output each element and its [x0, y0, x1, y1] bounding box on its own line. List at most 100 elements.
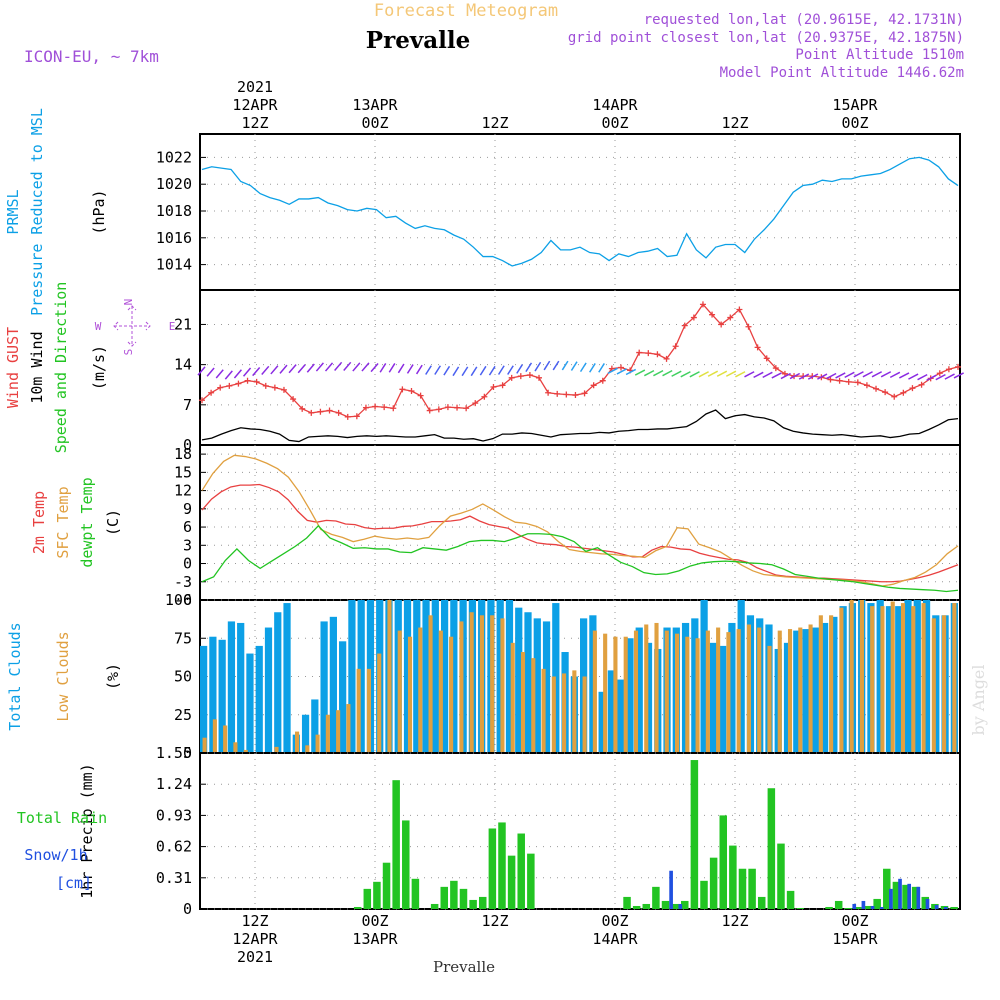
compass-east: E [169, 320, 176, 333]
precip-bar [478, 896, 487, 909]
temperature-frame [199, 444, 961, 601]
wind-direction-arrow [361, 362, 370, 372]
wind-gust-marker [699, 301, 706, 308]
precip-ytick-label: 1.24 [156, 775, 192, 793]
clouds-bar [808, 624, 813, 753]
clouds-bar [212, 719, 217, 753]
wind-gust-marker [490, 384, 497, 391]
clouds-bar [459, 621, 464, 753]
wind-series-1-line [201, 409, 959, 443]
clouds-bar [320, 621, 328, 753]
clouds-bar [428, 615, 433, 753]
clouds-bar [440, 600, 449, 753]
clouds-bar [820, 622, 829, 753]
precip-bar [729, 845, 737, 909]
clouds-bar [431, 600, 439, 753]
precip-bar [700, 880, 708, 909]
wind-direction-arrow [716, 370, 728, 377]
clouds-bar [227, 621, 236, 753]
temperature-axis-label: SFC Temp [54, 486, 72, 558]
clouds-bar [218, 639, 226, 753]
top-time-label: 2021 [237, 78, 273, 96]
precip-bar [709, 857, 718, 909]
clouds-bar [626, 638, 634, 753]
clouds-bar [510, 642, 515, 753]
wind-direction-arrow [835, 372, 846, 379]
wind-direction-arrow [625, 368, 637, 376]
clouds-bar [736, 629, 741, 753]
clouds-bar [336, 710, 341, 753]
wind-direction-arrow [279, 364, 288, 374]
clouds-bar [811, 627, 819, 753]
clouds-bar [356, 668, 361, 753]
clouds-bar [246, 653, 254, 753]
precip-bar [950, 906, 958, 909]
wind-direction-arrow [206, 367, 215, 377]
wind-axis-label: 10m Wind [28, 331, 46, 403]
wind-direction-arrow [579, 362, 587, 373]
clouds-bar [582, 676, 587, 753]
clouds-bar [243, 749, 248, 753]
wind-gust-marker [836, 377, 843, 384]
clouds-bar [859, 600, 864, 753]
temperature-ytick-label: 3 [183, 536, 192, 554]
clouds-bar [695, 638, 700, 753]
compass-north: N [122, 299, 135, 306]
clouds-bar [592, 630, 597, 753]
compass-west: W [95, 320, 102, 333]
wind-gust-marker [563, 391, 570, 398]
temperature-ytick-label: 0 [183, 555, 192, 573]
clouds-ytick-label: 50 [174, 668, 192, 686]
clouds-bar [479, 615, 484, 753]
wind-gust-marker [891, 393, 898, 400]
clouds-bar [709, 642, 717, 753]
wind-gust-marker [472, 400, 479, 407]
precip-bar [681, 900, 689, 909]
precip-bar [921, 896, 930, 909]
wind-direction-arrow [470, 366, 478, 377]
temperature-series-1-line [201, 454, 959, 587]
clouds-bar [264, 627, 273, 753]
clouds-bar [515, 607, 523, 753]
clouds-bar [422, 600, 430, 753]
top-time-label: 12APR [232, 96, 278, 114]
wind-direction-arrow [634, 369, 646, 376]
clouds-bar [603, 633, 608, 753]
wind-direction-arrow [534, 361, 542, 372]
pressure-series-0-line [201, 156, 959, 267]
wind-direction-arrow [643, 369, 655, 377]
wind-direction-arrow [488, 365, 496, 376]
wind-direction-arrow [889, 371, 901, 379]
pressure-axis-label: (hPa) [90, 189, 108, 234]
wind-direction-arrow [853, 371, 864, 378]
precip-bar [507, 855, 516, 909]
clouds-bar [524, 612, 532, 753]
temperature-series-0-line [201, 483, 959, 583]
precip-bar [889, 888, 893, 909]
wind-gust-marker [590, 382, 597, 389]
wind-direction-arrow [334, 361, 343, 371]
precip-ytick-label: 1.55 [156, 744, 192, 762]
wind-direction-arrow [516, 364, 523, 374]
wind-gust-marker [536, 374, 543, 381]
clouds-bar [644, 624, 649, 753]
top-time-label: 12Z [721, 114, 748, 132]
clouds-bar [329, 616, 337, 753]
clouds-bar [237, 622, 245, 753]
precip-bar [402, 820, 410, 909]
precip-bar [834, 900, 843, 909]
clouds-ytick-label: 75 [174, 629, 192, 647]
precip-bar [373, 881, 381, 909]
clouds-bar [274, 612, 282, 753]
wind-direction-arrow [233, 369, 243, 379]
precip-bar [852, 903, 857, 909]
wind-gust-marker [390, 405, 397, 412]
wind-direction-arrow [197, 366, 206, 376]
wind-gust-marker [727, 314, 734, 321]
precip-ytick-label: 0.62 [156, 838, 192, 856]
wind-gust-marker [581, 390, 588, 397]
precip-bar [459, 888, 468, 909]
clouds-bar [716, 627, 721, 753]
wind-gust-marker [827, 376, 834, 383]
wind-gust-marker [235, 380, 242, 387]
